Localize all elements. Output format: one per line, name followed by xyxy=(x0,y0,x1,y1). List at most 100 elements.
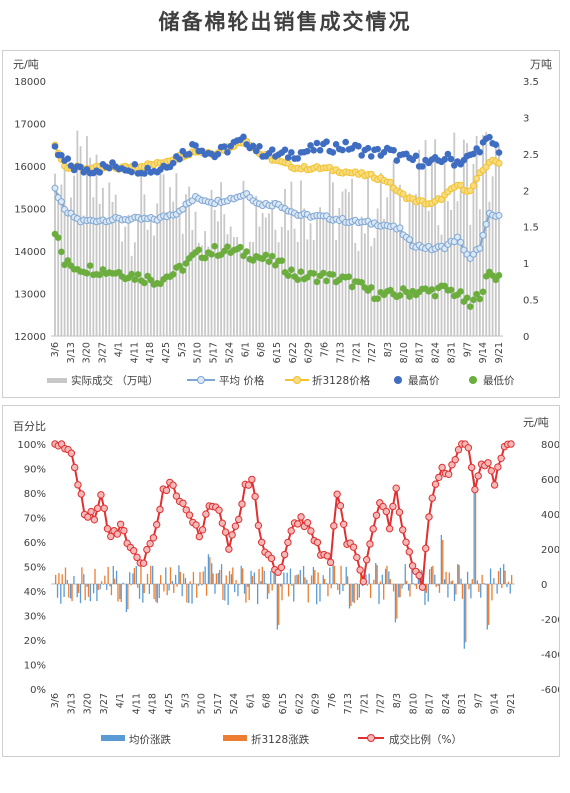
legend-swatch-p3128-point xyxy=(293,376,301,384)
x-tick-label: 8/31 xyxy=(457,693,468,714)
high-price-point xyxy=(476,148,484,156)
avg-change-bar xyxy=(99,584,101,590)
x-tick-label: 5/17 xyxy=(213,693,224,714)
avg-change-bar xyxy=(224,584,226,601)
high-price-point xyxy=(252,147,260,155)
volume-bar xyxy=(95,154,98,336)
x-tick-label: 7/21 xyxy=(351,342,362,363)
p3128-change-bar xyxy=(386,565,388,584)
p3128-change-bar xyxy=(340,565,342,584)
volume-bar xyxy=(290,181,293,336)
y-right-tick-label: 3.5 xyxy=(523,77,539,88)
p3128-change-bar xyxy=(107,566,109,584)
p3128-change-bar xyxy=(511,575,513,584)
avg-change-bar xyxy=(499,567,502,584)
ratio-point xyxy=(93,504,102,513)
p3128-change-bar xyxy=(225,575,227,584)
p3128-change-bar xyxy=(373,579,375,584)
high-price-point xyxy=(284,154,292,161)
p3128-change-bar xyxy=(199,572,201,584)
y-left-tick-label: 50% xyxy=(24,563,46,574)
high-price-point xyxy=(367,153,375,160)
avg-change-bar xyxy=(440,535,443,584)
volume-bar xyxy=(437,225,440,336)
low-price-point xyxy=(310,270,318,277)
p3128-change-bar xyxy=(264,583,267,584)
avg-price-point xyxy=(179,205,187,213)
x-tick-label: 7/27 xyxy=(376,693,387,714)
p3128-change-bar xyxy=(442,539,444,584)
low-price-point xyxy=(141,279,148,287)
avg-change-bar xyxy=(503,564,505,584)
ratio-point xyxy=(254,521,263,530)
y-right-tick-label: 1 xyxy=(523,259,529,270)
ratio-point xyxy=(218,519,227,527)
volume-bar xyxy=(76,130,79,336)
avg-change-bar xyxy=(302,565,305,584)
x-tick-label: 4/11 xyxy=(129,342,140,363)
low-price-point xyxy=(179,267,187,274)
ratio-point xyxy=(84,513,92,521)
avg-change-bar xyxy=(178,565,180,584)
ratio-point xyxy=(202,510,210,518)
p3128-change-bar xyxy=(468,584,470,590)
legend-label-p3128: 折3128价格 xyxy=(312,374,371,387)
low-price-point xyxy=(278,257,286,264)
p3128-change-bar xyxy=(146,573,149,584)
low-price-point xyxy=(64,257,72,264)
avg-change-bar xyxy=(473,479,475,584)
volume-bar xyxy=(376,208,379,336)
legend-label-ratio: 成交比例（%） xyxy=(389,733,462,746)
p3128-change-bar xyxy=(337,584,339,590)
avg-change-bar xyxy=(266,584,269,599)
avg-change-bar xyxy=(60,584,62,604)
x-tick-label: 6/15 xyxy=(272,342,283,363)
low-price-point xyxy=(313,278,321,286)
low-price-point xyxy=(201,254,209,262)
x-tick-label: 7/13 xyxy=(335,342,346,363)
avg-change-bar xyxy=(168,584,170,591)
y-right-tick-label: 1.5 xyxy=(523,223,539,234)
p3128-change-bar xyxy=(77,584,80,594)
ratio-point xyxy=(313,538,322,547)
avg-change-bar xyxy=(355,583,357,584)
p3128-change-bar xyxy=(114,578,116,584)
avg-change-bar xyxy=(56,584,59,598)
high-price-point xyxy=(339,146,346,154)
p3128-change-bar xyxy=(314,570,316,584)
volume-bar xyxy=(137,220,139,336)
low-price-point xyxy=(457,288,464,295)
volume-bar xyxy=(424,140,427,336)
low-price-point xyxy=(323,277,330,285)
y-left-axis-label: 元/吨 xyxy=(13,58,39,71)
x-tick-label: 3/6 xyxy=(50,342,61,357)
volume-bar xyxy=(280,226,283,336)
p3128-change-bar xyxy=(97,584,99,591)
avg-change-bar xyxy=(460,578,462,584)
legend-swatch-low xyxy=(469,376,477,384)
volume-bar xyxy=(450,210,452,336)
volume-bar xyxy=(306,239,309,336)
p3128-change-bar xyxy=(209,557,211,584)
volume-bar xyxy=(427,210,430,336)
volume-bar xyxy=(207,246,210,336)
low-price-point xyxy=(182,260,190,267)
volume-bar xyxy=(111,201,114,336)
avg-change-bar xyxy=(299,569,301,584)
x-tick-label: 5/3 xyxy=(180,693,191,708)
x-tick-label: 6/29 xyxy=(304,342,315,363)
y-left-tick-label: 70% xyxy=(24,514,46,525)
avg-change-bar xyxy=(312,566,315,584)
ratio-point xyxy=(149,534,158,542)
ratio-point xyxy=(353,553,361,562)
x-tick-label: 3/27 xyxy=(99,693,110,714)
volume-bar xyxy=(459,182,462,336)
legend-label-volume: 实际成交 （万吨） xyxy=(71,374,158,387)
y-right-tick-label: 3 xyxy=(523,113,529,124)
y-right-tick-label: -200 xyxy=(541,615,559,626)
y-left-tick-label: 10% xyxy=(24,661,46,672)
p3128-change-bar xyxy=(304,577,306,584)
p3128-change-bar xyxy=(130,584,132,586)
p3128-change-bar xyxy=(55,574,57,584)
volume-bar xyxy=(66,214,69,336)
